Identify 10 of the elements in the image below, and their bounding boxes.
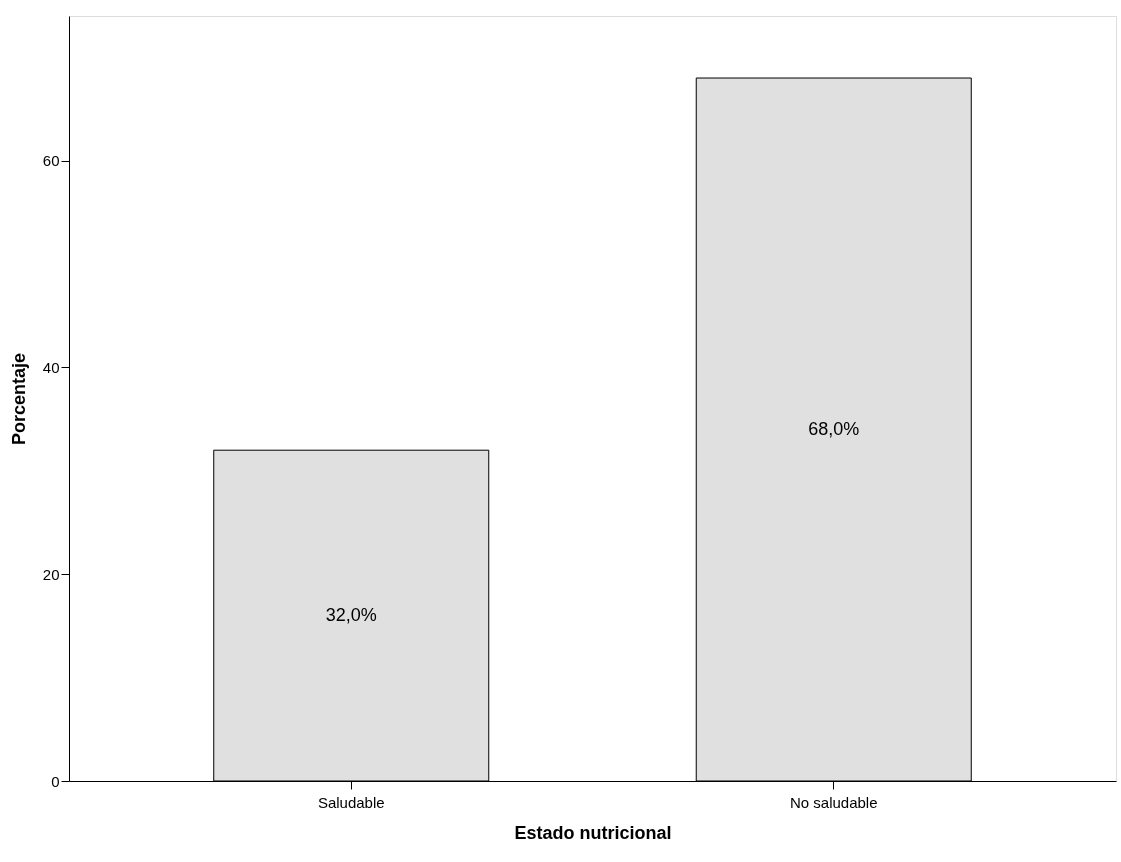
x-tick-label: No saludable bbox=[789, 793, 878, 811]
x-axis-title: Estado nutricional bbox=[514, 822, 672, 843]
x-tick-label: Saludable bbox=[317, 793, 385, 811]
data-label: 68,0% bbox=[808, 418, 860, 439]
data-label: 32,0% bbox=[325, 604, 377, 625]
y-tick-label: 20 bbox=[42, 565, 60, 583]
y-axis-title: Porcentaje bbox=[8, 352, 29, 446]
y-tick-label: 60 bbox=[42, 152, 60, 170]
y-tick-label: 0 bbox=[51, 772, 60, 790]
y-tick-label: 40 bbox=[42, 358, 60, 376]
